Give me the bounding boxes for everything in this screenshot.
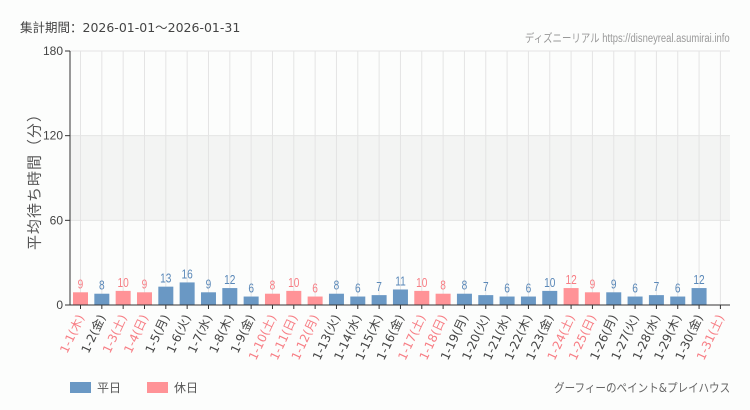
bar-value-label: 6 <box>248 281 254 295</box>
bar-value-label: 8 <box>462 279 468 293</box>
bar <box>520 296 536 305</box>
bar <box>115 290 131 305</box>
bar <box>648 295 664 305</box>
bar-value-label: 10 <box>118 276 130 290</box>
bar-value-label: 12 <box>224 273 235 287</box>
bar <box>158 286 174 305</box>
bar-value-label: 13 <box>160 272 171 286</box>
bar <box>691 288 707 305</box>
bar-value-label: 9 <box>78 277 84 291</box>
bar <box>264 293 280 305</box>
bar-value-label: 6 <box>526 281 532 295</box>
bar-value-label: 10 <box>544 276 556 290</box>
bar <box>307 296 323 305</box>
bar-value-label: 7 <box>483 280 489 294</box>
bar-value-label: 11 <box>395 274 406 288</box>
bar-value-label: 6 <box>312 281 318 295</box>
bar <box>392 289 408 305</box>
bar-value-label: 9 <box>590 277 596 291</box>
bar <box>414 290 430 305</box>
legend-item-holiday[interactable]: 休日 <box>147 379 198 396</box>
bar-value-label: 6 <box>675 281 681 295</box>
bar <box>73 292 88 305</box>
bar <box>670 296 686 305</box>
weekday-swatch <box>70 382 91 393</box>
bar-value-label: 9 <box>142 277 148 291</box>
bar-value-label: 16 <box>182 267 193 281</box>
bar <box>94 293 110 305</box>
bar-value-label: 7 <box>654 280 660 294</box>
bar-value-label: 9 <box>611 277 617 291</box>
bar-value-label: 8 <box>440 279 446 293</box>
bar <box>136 292 152 305</box>
bar <box>584 292 600 305</box>
bar-value-label: 6 <box>355 281 361 295</box>
legend: 平日 休日 <box>70 379 198 396</box>
bar-value-label: 7 <box>376 280 382 294</box>
bar <box>350 296 366 305</box>
bar-value-label: 10 <box>416 276 428 290</box>
y-tick-label: 120 <box>43 129 63 143</box>
bar-value-label: 12 <box>565 273 576 287</box>
y-tick-label: 0 <box>56 298 63 312</box>
bar <box>286 290 302 305</box>
site-credit: ディズニーリアル https://disneyreal.asumirai.inf… <box>525 33 730 45</box>
bar <box>435 293 451 305</box>
bar-value-label: 6 <box>632 281 638 295</box>
legend-label-weekday: 平日 <box>97 381 122 395</box>
attraction-name: グーフィーのペイント&プレイハウス <box>553 381 730 395</box>
bar <box>222 288 238 305</box>
bar-value-label: 10 <box>288 276 300 290</box>
period-label: 集計期間：2026-01-01～2026-01-31 <box>20 20 241 35</box>
bar <box>563 288 579 305</box>
bar-value-label: 6 <box>504 281 510 295</box>
bar <box>328 293 344 305</box>
legend-item-weekday[interactable]: 平日 <box>70 379 121 396</box>
legend-label-holiday: 休日 <box>174 381 199 395</box>
bar-value-label: 12 <box>693 273 704 287</box>
bar <box>371 295 387 305</box>
bar-value-label: 8 <box>334 279 340 293</box>
bar <box>243 296 259 305</box>
bar <box>200 292 216 305</box>
bar <box>499 296 515 305</box>
bar-value-label: 8 <box>270 279 276 293</box>
y-axis-label: 平均待ち時間（分） <box>25 105 44 251</box>
bar <box>606 292 622 305</box>
y-tick-label: 60 <box>50 213 64 227</box>
bar-value-label: 8 <box>99 279 105 293</box>
y-tick-label: 180 <box>43 44 63 58</box>
bar <box>456 293 472 305</box>
bar <box>627 296 643 305</box>
bar-value-label: 9 <box>206 277 212 291</box>
bar <box>179 282 195 305</box>
bar <box>478 295 494 305</box>
holiday-swatch <box>147 382 169 393</box>
bar <box>542 290 558 305</box>
